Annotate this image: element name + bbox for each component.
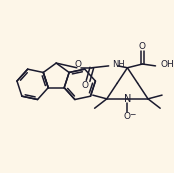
- Text: O: O: [124, 112, 131, 121]
- Text: OH: OH: [160, 60, 174, 69]
- Text: −: −: [129, 110, 135, 119]
- Text: O: O: [82, 81, 89, 90]
- Text: N: N: [124, 94, 131, 104]
- Text: O: O: [74, 60, 81, 69]
- Text: O: O: [139, 42, 146, 51]
- Text: NH: NH: [112, 60, 125, 69]
